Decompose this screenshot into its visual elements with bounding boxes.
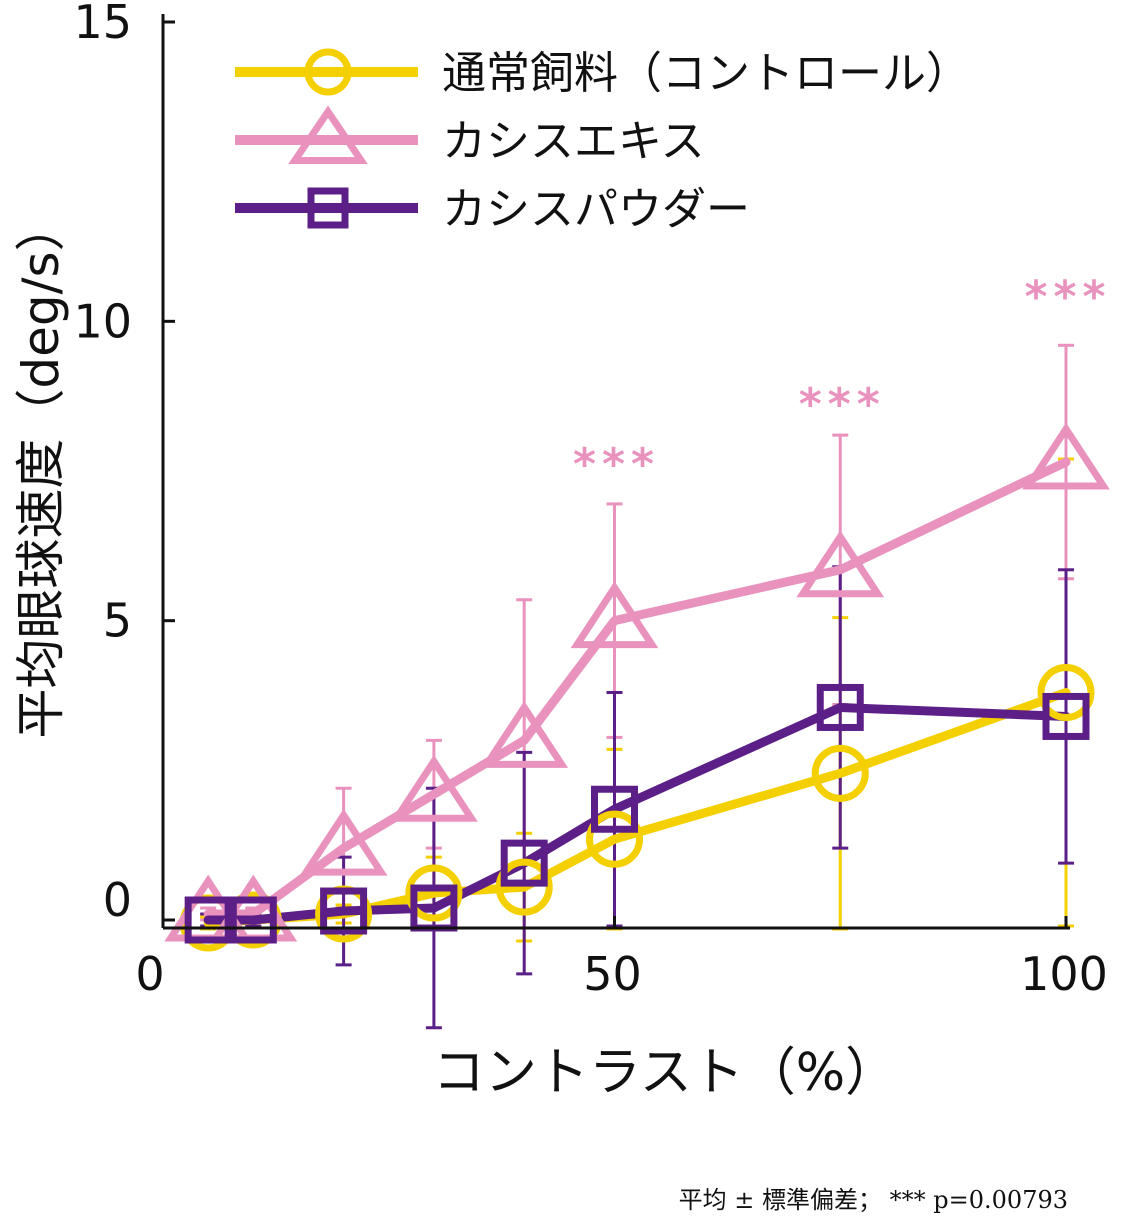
axes: 0 5 10 15 0 50 100 [73, 0, 1107, 1001]
data-point-square [1042, 692, 1090, 740]
x-tick-label: 0 [135, 947, 164, 1001]
marker-backing [597, 791, 633, 827]
marker-backing [1048, 698, 1084, 734]
data-point-triangle [570, 581, 659, 649]
marker-backing [326, 893, 362, 929]
legend-label-1: 通常飼料（コントロール） [442, 48, 970, 99]
x-axis-label: コントラスト（%） [433, 1043, 897, 1103]
data-point-circle [1037, 664, 1095, 722]
marker-backing [822, 689, 858, 725]
plot-area: *** *** *** [164, 271, 1111, 1030]
y-tick-label: 5 [103, 594, 132, 648]
significance-markers: *** *** *** [573, 271, 1111, 490]
markers-series-2 [164, 422, 1110, 942]
data-point-square [229, 896, 277, 944]
data-point-square [816, 683, 864, 731]
y-axis-label: 平均眼球速度（deg/s） [12, 201, 70, 738]
x-tick-label: 100 [1020, 947, 1108, 1001]
data-point-circle [495, 858, 553, 916]
data-point-circle [405, 864, 463, 922]
series-line-3 [203, 702, 1071, 925]
x-tick-label: 50 [583, 947, 642, 1001]
data-point-triangle [299, 808, 388, 876]
markers-series-3 [184, 683, 1090, 944]
data-point-triangle [390, 754, 478, 822]
data-point-circle [304, 48, 352, 96]
significance-stars: *** [573, 439, 660, 490]
data-point-circle [586, 810, 643, 868]
data-point-square [591, 785, 638, 833]
marker-backing [506, 845, 542, 881]
significance-stars: *** [799, 379, 886, 430]
y-tick-label: 10 [73, 294, 132, 348]
data-point-square [320, 887, 368, 935]
legend-label-2: カシスエキス [442, 116, 705, 167]
data-point-triangle [288, 105, 368, 165]
marker-backing [190, 902, 226, 938]
data-point-triangle [1022, 422, 1110, 490]
marker-backing [416, 890, 452, 926]
data-point-square [307, 187, 349, 229]
data-point-circle [811, 744, 869, 802]
footnote: 平均 ± 標準偏差； *** p=0.00793 [679, 1186, 1068, 1214]
y-tick-label: 0 [103, 873, 132, 927]
data-point-square [184, 896, 232, 944]
significance-stars: *** [1024, 271, 1111, 322]
data-point-triangle [480, 701, 569, 768]
data-point-triangle [796, 530, 885, 598]
legend-label-3: カシスパウダー [442, 184, 750, 235]
marker-backing [235, 902, 271, 938]
data-point-square [500, 839, 548, 887]
y-tick-label: 15 [73, 0, 132, 49]
